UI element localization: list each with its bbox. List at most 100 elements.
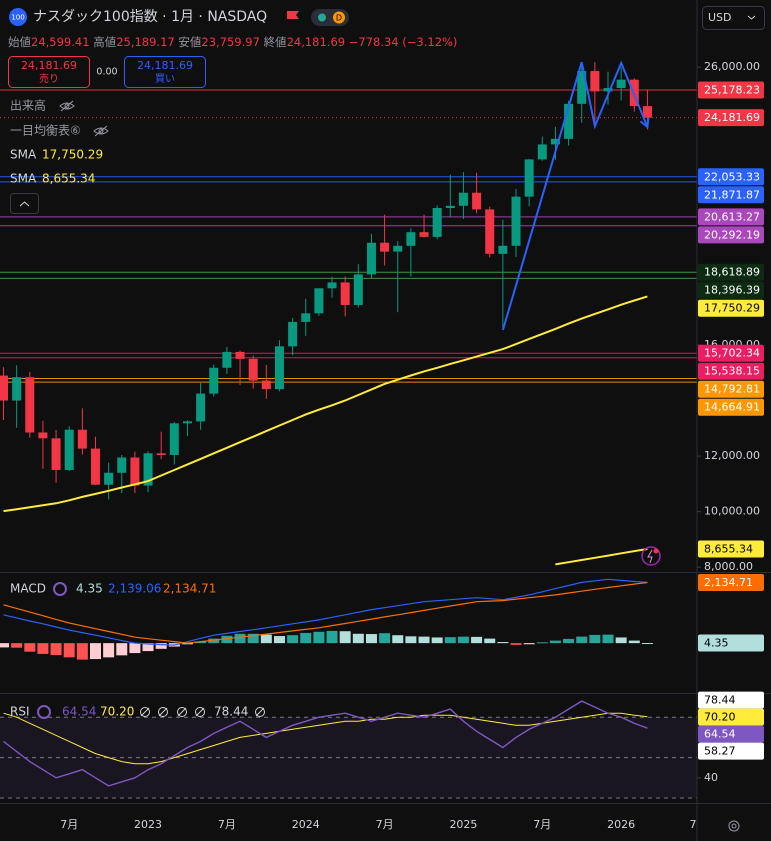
macd-hist-bar	[221, 635, 233, 644]
price-label: 25,178.23	[704, 83, 760, 96]
macd-hist-bar	[589, 634, 601, 644]
candle-body	[182, 421, 192, 424]
macd-hist-bar	[418, 636, 430, 644]
rsi-ma-value: 70.20	[100, 705, 134, 719]
y-tick-label: 10,000.00	[704, 505, 760, 518]
x-tick-label: 2023	[134, 818, 162, 831]
alert-icon[interactable]	[641, 546, 661, 566]
candle-body	[327, 282, 337, 289]
indicator-name[interactable]: 出来高	[10, 99, 46, 113]
price-label-bg	[698, 540, 764, 558]
macd-hist-bar	[11, 643, 23, 648]
candle-body	[498, 245, 508, 254]
status-dot	[318, 13, 326, 22]
macd-hist-bar	[142, 643, 154, 652]
candle-body	[196, 393, 206, 422]
buy-price: 24,181.69	[137, 59, 193, 72]
candle-body	[616, 79, 626, 89]
price-label-bg	[698, 574, 764, 592]
macd-hist-value: 4.35	[76, 582, 103, 596]
price-label-bg	[698, 281, 764, 299]
price-label: 64.54	[704, 728, 736, 741]
indicator-name[interactable]: 一目均衡表⑥	[10, 124, 81, 138]
macd-hist-bar	[313, 631, 325, 644]
signal-line	[3, 581, 648, 644]
macd-hist-bar	[510, 643, 522, 645]
macd-hist-bar	[0, 643, 9, 648]
price-label: 20,613.27	[704, 210, 760, 223]
settings-icon[interactable]	[728, 820, 740, 832]
macd-hist-bar	[431, 637, 443, 644]
macd-hist-bar	[76, 643, 88, 660]
price-label: 24,181.69	[704, 111, 760, 124]
macd-hist-bar	[24, 643, 36, 652]
empty-value-icons	[140, 707, 265, 717]
arrow-head	[639, 117, 650, 129]
symbol-title[interactable]: ナスダック100指数 · 1月 · NASDAQ	[33, 9, 267, 25]
price-label: 15,538.15	[704, 365, 760, 378]
collapse-button[interactable]	[10, 193, 39, 214]
price-label: 58.27	[704, 745, 736, 758]
candle-body	[485, 209, 495, 254]
rsi-value: 64.54	[62, 705, 96, 719]
rsi-icon[interactable]	[37, 705, 51, 719]
macd-hist-bar	[326, 630, 338, 644]
currency-select[interactable]	[702, 6, 765, 30]
high-label: 高値	[93, 35, 116, 49]
price-label-bg	[698, 109, 764, 127]
rsi-name[interactable]: RSI	[10, 705, 30, 719]
candle-body	[64, 429, 74, 470]
macd-icon[interactable]	[53, 582, 67, 596]
price-label: 14,792.81	[704, 383, 760, 396]
price-label-bg	[698, 380, 764, 398]
candle-body	[458, 192, 468, 206]
candle-body	[445, 205, 455, 209]
macd-name[interactable]: MACD	[10, 582, 46, 596]
macd-hist-bar	[563, 638, 575, 644]
candle-body	[38, 432, 48, 439]
candle-body	[550, 138, 560, 145]
rsi-legend: RSI 64.54 70.20 78.44	[10, 705, 265, 719]
macd-hist-bar	[247, 633, 259, 644]
buy-button[interactable]	[124, 56, 206, 88]
candle-body	[380, 242, 390, 252]
macd-hist-bar	[208, 638, 220, 644]
x-tick-label: 2024	[292, 818, 320, 831]
change: −778.34 (−3.12%)	[349, 35, 458, 49]
x-tick-label: 2026	[607, 818, 635, 831]
x-tick-label: 7	[690, 818, 697, 831]
candle-body	[12, 377, 22, 401]
macd-hist-bar	[628, 640, 640, 644]
flag-icon[interactable]	[287, 11, 299, 19]
candle-body	[248, 358, 258, 381]
currency: USD	[708, 11, 732, 24]
sma-legend-name[interactable]: SMA	[10, 172, 37, 186]
hidden-icon[interactable]	[93, 125, 109, 137]
price-label-bg	[698, 344, 764, 362]
x-tick-label: 7月	[218, 818, 236, 831]
collapse-icon	[19, 201, 30, 207]
low-label: 安値	[178, 35, 201, 49]
hidden-icon[interactable]	[59, 100, 75, 112]
candle-body	[222, 351, 232, 368]
candle-body	[51, 438, 61, 470]
candle-body	[603, 88, 613, 92]
candle-body	[590, 71, 600, 92]
currency-chevron	[747, 15, 756, 20]
price-pane	[0, 60, 697, 566]
sell-button[interactable]	[8, 56, 90, 88]
candle-body	[366, 242, 376, 275]
candle-body	[235, 351, 245, 359]
sma-legend-name[interactable]: SMA	[10, 148, 37, 162]
macd-hist-bar	[602, 634, 614, 644]
macd-hist-bar	[457, 636, 469, 644]
macd-hist-bar	[536, 642, 548, 644]
price-label: 70.20	[704, 711, 736, 724]
close-label: 終値	[264, 35, 287, 49]
candle-body	[577, 71, 587, 104]
macd-hist-bar	[129, 643, 141, 654]
